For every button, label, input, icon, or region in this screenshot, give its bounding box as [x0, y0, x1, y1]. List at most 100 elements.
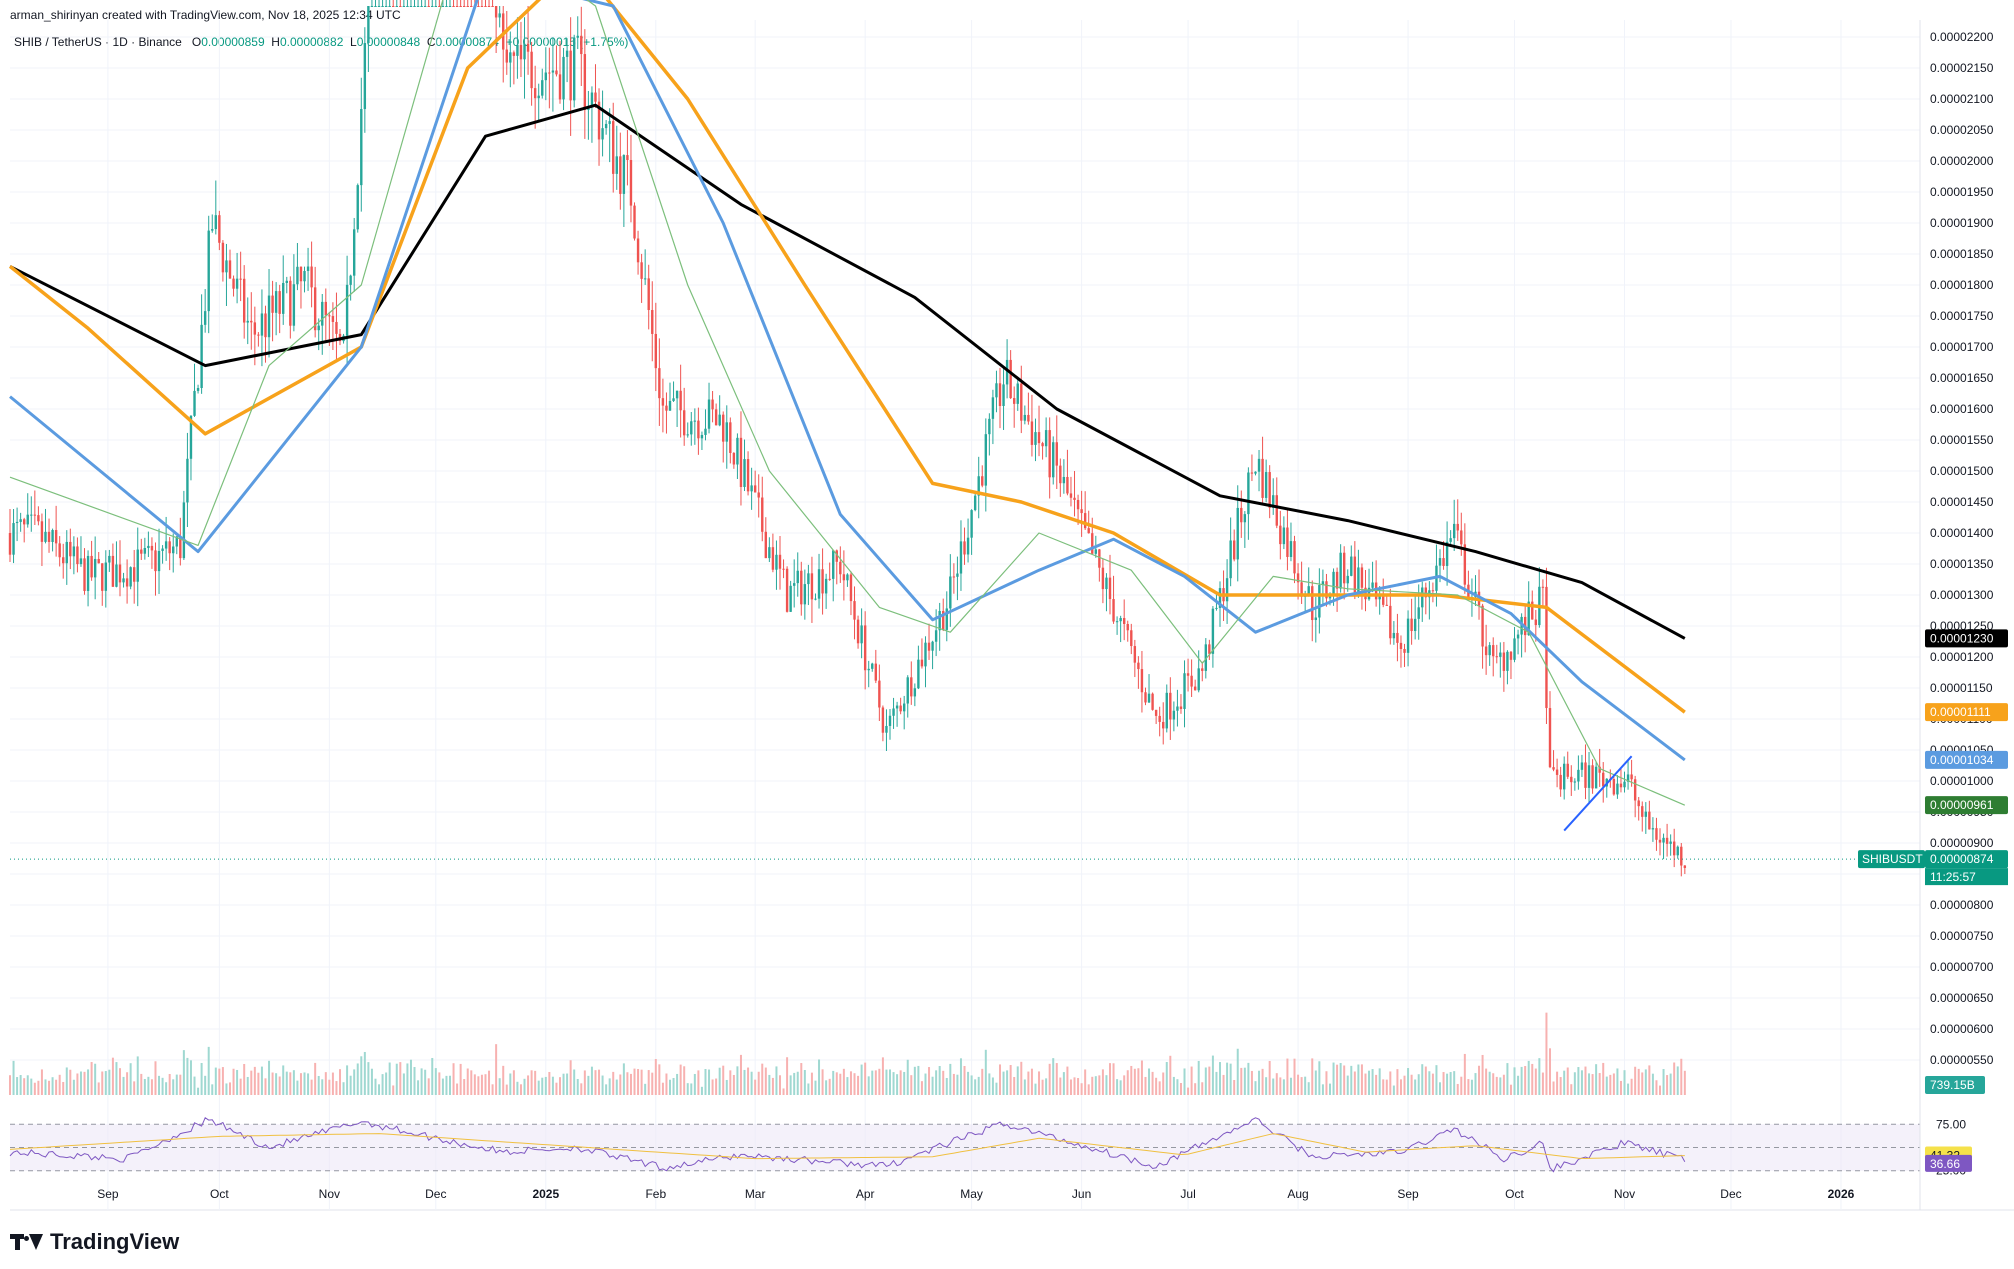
volume-bar: [1307, 1082, 1310, 1095]
volume-bar: [133, 1081, 136, 1095]
candle-body: [853, 601, 856, 620]
volume-bar: [849, 1071, 852, 1095]
candle-body: [1442, 558, 1445, 566]
time-tick-label: Oct: [1505, 1187, 1524, 1201]
candle-body: [502, 13, 505, 50]
tradingview-logo[interactable]: TradingView: [10, 1229, 179, 1255]
volume-bar: [1190, 1066, 1193, 1095]
volume-bar: [1293, 1058, 1296, 1095]
candle-body: [363, 43, 367, 110]
volume-bar: [1623, 1070, 1626, 1095]
volume-bar: [1098, 1075, 1101, 1095]
volume-bar: [264, 1078, 267, 1095]
volume-bar: [995, 1082, 998, 1095]
candle-body: [1424, 587, 1428, 598]
volume-bar: [1091, 1076, 1094, 1095]
volume-bar: [1013, 1076, 1016, 1095]
volume-bar: [764, 1067, 767, 1095]
volume-bar: [1375, 1074, 1378, 1095]
candle-body: [977, 476, 980, 496]
candle-body: [523, 43, 526, 60]
volume-bar: [1144, 1076, 1147, 1095]
candle-body: [189, 415, 193, 459]
candle-body: [1218, 588, 1222, 608]
volume-bar: [370, 1068, 373, 1095]
volume-bar: [977, 1076, 980, 1095]
volume-bar: [530, 1070, 533, 1095]
volume-bar: [984, 1049, 987, 1095]
candle-body: [388, 6, 391, 7]
symbol-legend[interactable]: SHIB / TetherUS · 1D · Binance O0.000008…: [14, 35, 628, 49]
candle-body: [1005, 359, 1009, 385]
candle-body: [1208, 644, 1211, 654]
volume-bar: [1609, 1074, 1612, 1095]
candle-body: [1389, 605, 1392, 639]
candle-body: [455, 6, 459, 7]
volume-bar: [275, 1073, 278, 1095]
volume-bar: [566, 1073, 569, 1095]
countdown-label: 11:25:57: [1930, 870, 1976, 884]
volume-bar: [1524, 1066, 1527, 1095]
volume-bar: [605, 1084, 608, 1095]
volume-bar: [1520, 1066, 1523, 1095]
volume-bar: [1282, 1079, 1285, 1095]
candle-body: [1165, 692, 1168, 729]
volume-bar: [1148, 1068, 1151, 1095]
price-axis[interactable]: 0.00002200 0.00002150 0.00002100 0.00002050…: [1919, 20, 1994, 1210]
volume-bar: [126, 1072, 129, 1095]
volume-bar: [182, 1050, 185, 1095]
price-tick-label: 0.00000650: [1930, 991, 1994, 1005]
volume-bar: [622, 1063, 625, 1095]
volume-bar: [26, 1075, 29, 1095]
candle-body: [1275, 495, 1278, 526]
candle-body: [1481, 605, 1484, 647]
candle-body: [1651, 828, 1655, 830]
candle-body: [966, 537, 970, 555]
symbol-name[interactable]: SHIB / TetherUS · 1D · Binance: [14, 35, 182, 49]
candle-body: [335, 321, 338, 334]
time-tick-label: Dec: [1720, 1187, 1741, 1201]
candle-body: [253, 322, 257, 335]
candle-body: [668, 400, 672, 411]
volume-bar: [87, 1069, 90, 1095]
candle-body: [1314, 617, 1318, 621]
candle-body: [1204, 644, 1208, 671]
volume-bar: [527, 1075, 530, 1095]
volume-bar: [1502, 1074, 1505, 1095]
candle-body: [1240, 507, 1243, 523]
candle-body: [1044, 430, 1048, 447]
volume-bar: [1101, 1069, 1104, 1095]
volume-bar: [1265, 1077, 1268, 1095]
candle-body: [739, 437, 743, 487]
volume-bar: [1208, 1066, 1211, 1095]
candle-body: [856, 619, 860, 644]
candle-body: [949, 576, 952, 609]
candle-body: [555, 70, 558, 75]
trendline-drawing[interactable]: [1563, 755, 1633, 832]
candle-body: [214, 215, 218, 230]
volume-bar: [1275, 1073, 1278, 1095]
candle-body: [200, 324, 203, 389]
volume-bar: [679, 1064, 682, 1095]
volume-bar: [1165, 1062, 1168, 1095]
volume-bar: [1126, 1070, 1129, 1095]
candle-body: [225, 260, 228, 273]
volume-bar: [346, 1065, 349, 1095]
volume-bar: [821, 1069, 824, 1095]
volume-bar: [1094, 1076, 1097, 1095]
candle-body: [480, 6, 484, 7]
countdown-tag: [1925, 868, 2008, 886]
volume-bar: [1204, 1067, 1207, 1095]
moving-averages: [8, 0, 1920, 860]
volume-bar: [243, 1063, 246, 1095]
volume-bar: [1069, 1079, 1072, 1095]
volume-bar: [800, 1063, 803, 1095]
volume-bar: [1637, 1068, 1640, 1095]
volume-bar: [374, 1078, 377, 1095]
candle-body: [1438, 558, 1442, 566]
candle-body: [1016, 383, 1019, 404]
candle-body: [19, 519, 22, 522]
volume-bar: [1336, 1064, 1339, 1095]
time-axis[interactable]: Sep Oct Nov Dec 2025 Feb Mar Apr May Jun Jul Aug Sep…: [97, 1187, 1854, 1201]
